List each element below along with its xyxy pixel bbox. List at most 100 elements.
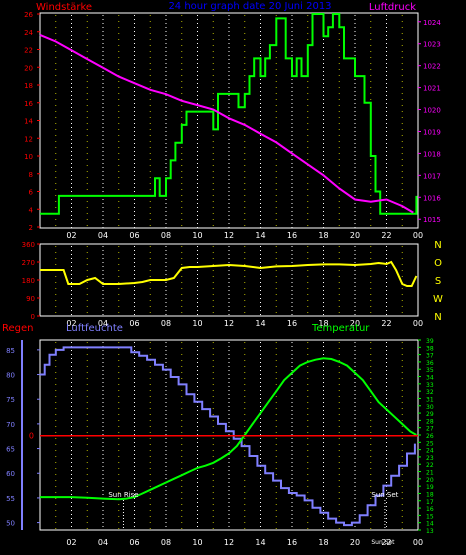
humidity-title: Luftfeuchte — [66, 323, 123, 334]
hour-tick-label: 04 — [98, 538, 108, 547]
humidity-axis-tick: 55 — [6, 495, 15, 503]
temperature-axis-tick: 27 — [426, 426, 434, 433]
hour-tick-label: 10 — [192, 319, 202, 328]
hour-tick-label: 08 — [161, 319, 171, 328]
hour-tick-label: 12 — [224, 231, 234, 240]
hour-tick-label: 16 — [287, 319, 297, 328]
hour-tick-label: 14 — [255, 231, 265, 240]
temperature-axis-tick: 16 — [426, 506, 434, 513]
wind_speed-line — [40, 13, 418, 215]
temperature-axis-tick: 15 — [426, 513, 434, 520]
hour-tick-label: 02 — [66, 319, 76, 328]
humidity-line — [40, 346, 416, 527]
humidity-axis-tick: 70 — [6, 421, 15, 429]
wind-axis-tick: 14 — [24, 118, 33, 126]
humidity-axis-tick: 80 — [6, 372, 15, 380]
temperature-axis-tick: 19 — [426, 484, 434, 491]
direction-axis-tick: 180 — [22, 277, 35, 285]
pressure-axis-tick: 1017 — [423, 172, 441, 180]
rain-value-label: 0 — [29, 432, 34, 441]
temperature-axis-tick: 23 — [426, 455, 434, 462]
temperature-axis-tick: 34 — [426, 375, 434, 382]
pressure-series — [39, 33, 414, 214]
hour-tick-label: 00 — [413, 319, 423, 328]
wind-axis-tick: 8 — [29, 171, 33, 179]
wind-axis-tick: 22 — [24, 47, 33, 55]
pressure-axis-tick: 1021 — [423, 85, 441, 93]
temperature-axis-tick: 21 — [426, 470, 434, 477]
hour-tick-label: 22 — [381, 319, 391, 328]
wind-speed-title: Windstärke — [36, 2, 92, 13]
hour-tick-label: 16 — [287, 231, 297, 240]
pressure-title: Luftdruck — [369, 2, 416, 13]
temperature-title: Temperatur — [311, 323, 370, 334]
pressure-axis-tick: 1020 — [423, 107, 441, 115]
temperature-axis-tick: 38 — [426, 345, 434, 352]
temperature-axis-tick: 25 — [426, 440, 434, 447]
humidity-axis-tick: 50 — [6, 520, 15, 528]
temperature-axis-tick: 20 — [426, 477, 434, 484]
panel-labels: Windstärke 24 hour graph date 20 Juni 20… — [2, 1, 416, 546]
compass-label: N — [434, 312, 441, 323]
wind-axis-tick: 20 — [24, 64, 33, 72]
sunset-sub-label: Sun Set — [371, 539, 395, 546]
hour-tick-label: 20 — [350, 319, 360, 328]
temperature-axis-tick: 31 — [426, 396, 434, 403]
hour-tick-label: 20 — [350, 231, 360, 240]
hour-tick-label: 08 — [161, 231, 171, 240]
temperature-axis-tick: 14 — [426, 521, 434, 528]
temperature-axis-tick: 13 — [426, 528, 434, 535]
temperature-axis-tick: 32 — [426, 389, 434, 396]
temperature-axis-tick: 30 — [426, 404, 434, 411]
hour-tick-label: 04 — [98, 231, 108, 240]
pressure-axis-tick: 1022 — [423, 63, 441, 71]
humidity-axis-tick: 85 — [6, 347, 15, 355]
hour-tick-label: 06 — [129, 538, 139, 547]
pressure-axis-tick: 1016 — [423, 194, 441, 202]
pressure-axis-tick: 1019 — [423, 128, 441, 136]
pressure-axis-tick: 1023 — [423, 41, 441, 49]
temperature-line — [40, 357, 417, 501]
hour-tick-label: 18 — [318, 231, 328, 240]
sunset-label: Sun Set — [371, 491, 398, 499]
direction-axis-tick: 270 — [22, 259, 35, 267]
wind-axis-tick: 26 — [24, 11, 33, 19]
compass-label: O — [434, 258, 442, 269]
temperature-axis-tick: 37 — [426, 353, 434, 360]
panel-wind-direction: 02 04 06 08 10 12 14 16 18 20 22 00090180270360NWSO… — [22, 240, 443, 328]
graph-date-title: 24 hour graph date 20 Juni 2013 — [168, 1, 331, 12]
hour-tick-label: 12 — [224, 538, 234, 547]
wind_speed-series — [40, 13, 418, 215]
wind-axis-tick: 4 — [29, 206, 34, 214]
wind-axis-tick: 6 — [29, 189, 34, 197]
direction-axis-tick: 360 — [22, 241, 35, 249]
humidity-axis-tick: 75 — [6, 396, 15, 404]
direction-axis-tick: 90 — [26, 295, 35, 303]
direction-axis-tick: 0 — [31, 313, 35, 321]
hour-tick-label: 18 — [318, 538, 328, 547]
pressure-line — [39, 33, 414, 214]
hour-tick-label: 02 — [66, 231, 76, 240]
hour-tick-label: 22 — [381, 231, 391, 240]
temperature-axis-tick: 22 — [426, 462, 434, 469]
temperature-axis-tick: 29 — [426, 411, 434, 418]
panel-wind-pressure: 02 04 06 08 10 12 14 16 18 20 22 002468101214161820… — [24, 11, 441, 240]
wind-axis-tick: 18 — [24, 82, 33, 90]
temperature-axis-tick: 36 — [426, 360, 434, 367]
wind-axis-tick: 24 — [24, 29, 33, 37]
rain-title: Regen — [2, 323, 34, 334]
hour-tick-label: 08 — [161, 538, 171, 547]
hour-tick-label: 00 — [413, 231, 423, 240]
hour-tick-label: 02 — [66, 538, 76, 547]
wind-axis-tick: 10 — [24, 153, 33, 161]
temperature-axis-tick: 35 — [426, 367, 434, 374]
hour-tick-label: 14 — [255, 319, 265, 328]
temperature-axis-tick: 33 — [426, 382, 434, 389]
hour-tick-label: 16 — [287, 538, 297, 547]
compass-label: N — [434, 240, 441, 251]
temperature-axis-tick: 26 — [426, 433, 434, 440]
hour-tick-label: 10 — [192, 231, 202, 240]
pressure-axis-tick: 1015 — [423, 216, 441, 224]
hour-tick-label: 18 — [318, 319, 328, 328]
